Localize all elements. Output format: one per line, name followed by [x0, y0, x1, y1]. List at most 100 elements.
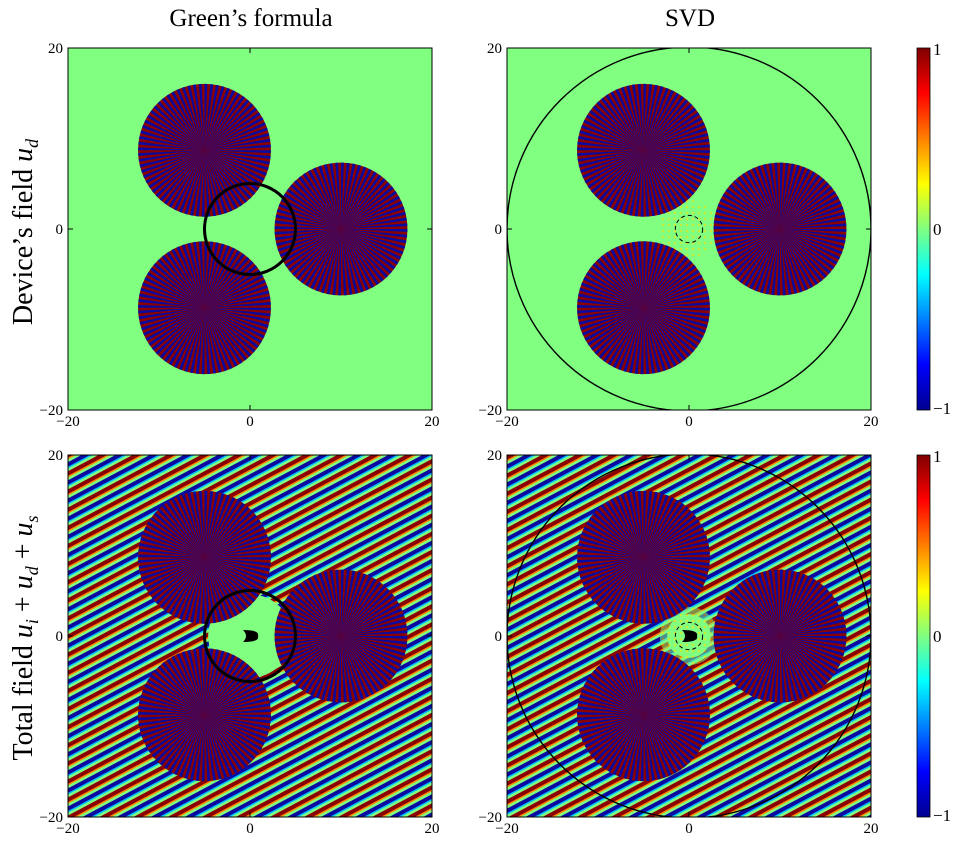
source-disc-ray	[780, 200, 842, 229]
source-disc-ray	[341, 229, 364, 293]
source-disc-ray	[643, 714, 710, 718]
source-disc-ray	[735, 229, 780, 280]
source-disc-ray	[598, 307, 644, 359]
x-tick-label: −20	[495, 821, 518, 837]
source-disc-ray	[584, 557, 644, 591]
panel-device-field-svd: −20 0 20 −20 0 20	[479, 41, 879, 430]
source-disc-ray	[780, 168, 811, 229]
source-disc-ray	[145, 557, 205, 591]
source-disc-ray	[643, 95, 684, 151]
source-disc-ray	[204, 502, 245, 558]
source-disc-ray	[634, 557, 644, 624]
source-disc-ray	[780, 229, 792, 295]
source-disc-ray	[204, 692, 268, 715]
source-disc-ray	[159, 557, 205, 609]
source-disc-ray	[288, 229, 341, 272]
source-disc-ray	[607, 307, 644, 366]
source-disc-ray	[585, 114, 644, 151]
source-disc	[274, 162, 408, 296]
source-disc-ray	[139, 150, 205, 168]
source-disc-ray	[780, 569, 789, 636]
scatterer-obstacle	[682, 630, 698, 642]
source-disc-ray	[643, 265, 697, 308]
source-disc-ray	[643, 534, 707, 558]
source-disc-ray	[138, 714, 205, 721]
source-disc-ray	[204, 557, 238, 617]
source-disc-ray	[643, 649, 658, 715]
source-disc-ray	[204, 307, 263, 344]
source-disc-ray	[204, 660, 245, 715]
y-tick-label: 20	[487, 41, 502, 57]
source-disc-ray	[780, 624, 846, 636]
source-disc-ray	[626, 85, 644, 151]
source-disc	[138, 490, 271, 624]
source-disc-ray	[643, 241, 647, 308]
source-disc-ray	[643, 253, 684, 308]
source-disc-ray	[643, 285, 707, 308]
source-disc-ray	[204, 307, 271, 317]
source-disc-ray	[623, 150, 644, 215]
source-disc-ray	[161, 255, 205, 308]
source-disc-ray	[721, 229, 780, 263]
source-disc-ray	[195, 714, 205, 781]
source-disc-ray	[204, 150, 271, 159]
source-disc-ray	[579, 537, 644, 558]
source-disc-ray	[643, 307, 656, 374]
source-disc-ray	[716, 636, 780, 659]
source-disc-ray	[204, 245, 230, 308]
colorbar-top-tick-min: −1	[933, 399, 951, 418]
source-disc-ray	[274, 633, 341, 636]
source-disc	[577, 241, 710, 375]
source-disc-ray	[634, 307, 644, 374]
source-disc-ray	[192, 84, 205, 151]
source-disc-ray	[643, 150, 698, 191]
source-disc-ray	[164, 307, 205, 363]
source-disc-ray	[176, 88, 205, 151]
source-disc-ray	[312, 167, 341, 229]
source-disc-ray	[643, 150, 656, 217]
source-disc-ray	[780, 229, 847, 232]
source-disc-ray	[725, 595, 780, 636]
source-disc-ray	[780, 229, 841, 260]
source-disc-ray	[204, 285, 268, 308]
source-disc-ray	[341, 578, 377, 636]
source-disc-ray	[204, 241, 208, 308]
source-disc-ray	[603, 150, 644, 205]
source-disc-ray	[643, 150, 710, 159]
source-disc-ray	[780, 162, 783, 229]
source-disc-ray	[307, 577, 341, 636]
scatterer-obstacle	[243, 630, 259, 642]
source-disc-ray	[204, 112, 261, 151]
source-disc-ray	[204, 150, 269, 171]
source-disc-ray	[584, 307, 644, 341]
source-disc-ray	[184, 307, 205, 372]
source-disc-ray	[713, 627, 780, 636]
source-disc-ray	[718, 229, 780, 258]
source-disc-ray	[204, 307, 211, 375]
source-disc-ray	[283, 600, 341, 636]
source-disc-ray	[713, 636, 780, 642]
source-disc-ray	[733, 180, 780, 229]
source-disc-ray	[780, 636, 792, 702]
source-disc-ray	[204, 150, 263, 186]
source-disc	[138, 648, 271, 782]
source-disc	[713, 569, 847, 703]
source-disc-ray	[341, 636, 359, 701]
source-disc-ray	[643, 307, 682, 364]
panel-plot-area	[507, 48, 871, 410]
source-disc-ray	[204, 529, 266, 558]
source-disc-ray	[338, 636, 341, 703]
source-disc-ray	[139, 307, 205, 325]
source-disc-ray	[204, 307, 259, 349]
source-disc-ray	[192, 648, 205, 715]
panel-plot-area	[68, 48, 432, 410]
source-disc-ray	[780, 162, 789, 229]
source-disc-ray	[161, 504, 205, 558]
source-disc-ray	[577, 548, 644, 558]
source-disc-ray	[585, 679, 644, 715]
source-disc-ray	[201, 557, 205, 624]
source-disc-ray	[592, 512, 644, 558]
source-disc-ray	[592, 669, 644, 715]
source-disc-ray	[195, 557, 205, 624]
source-disc-ray	[155, 307, 205, 355]
